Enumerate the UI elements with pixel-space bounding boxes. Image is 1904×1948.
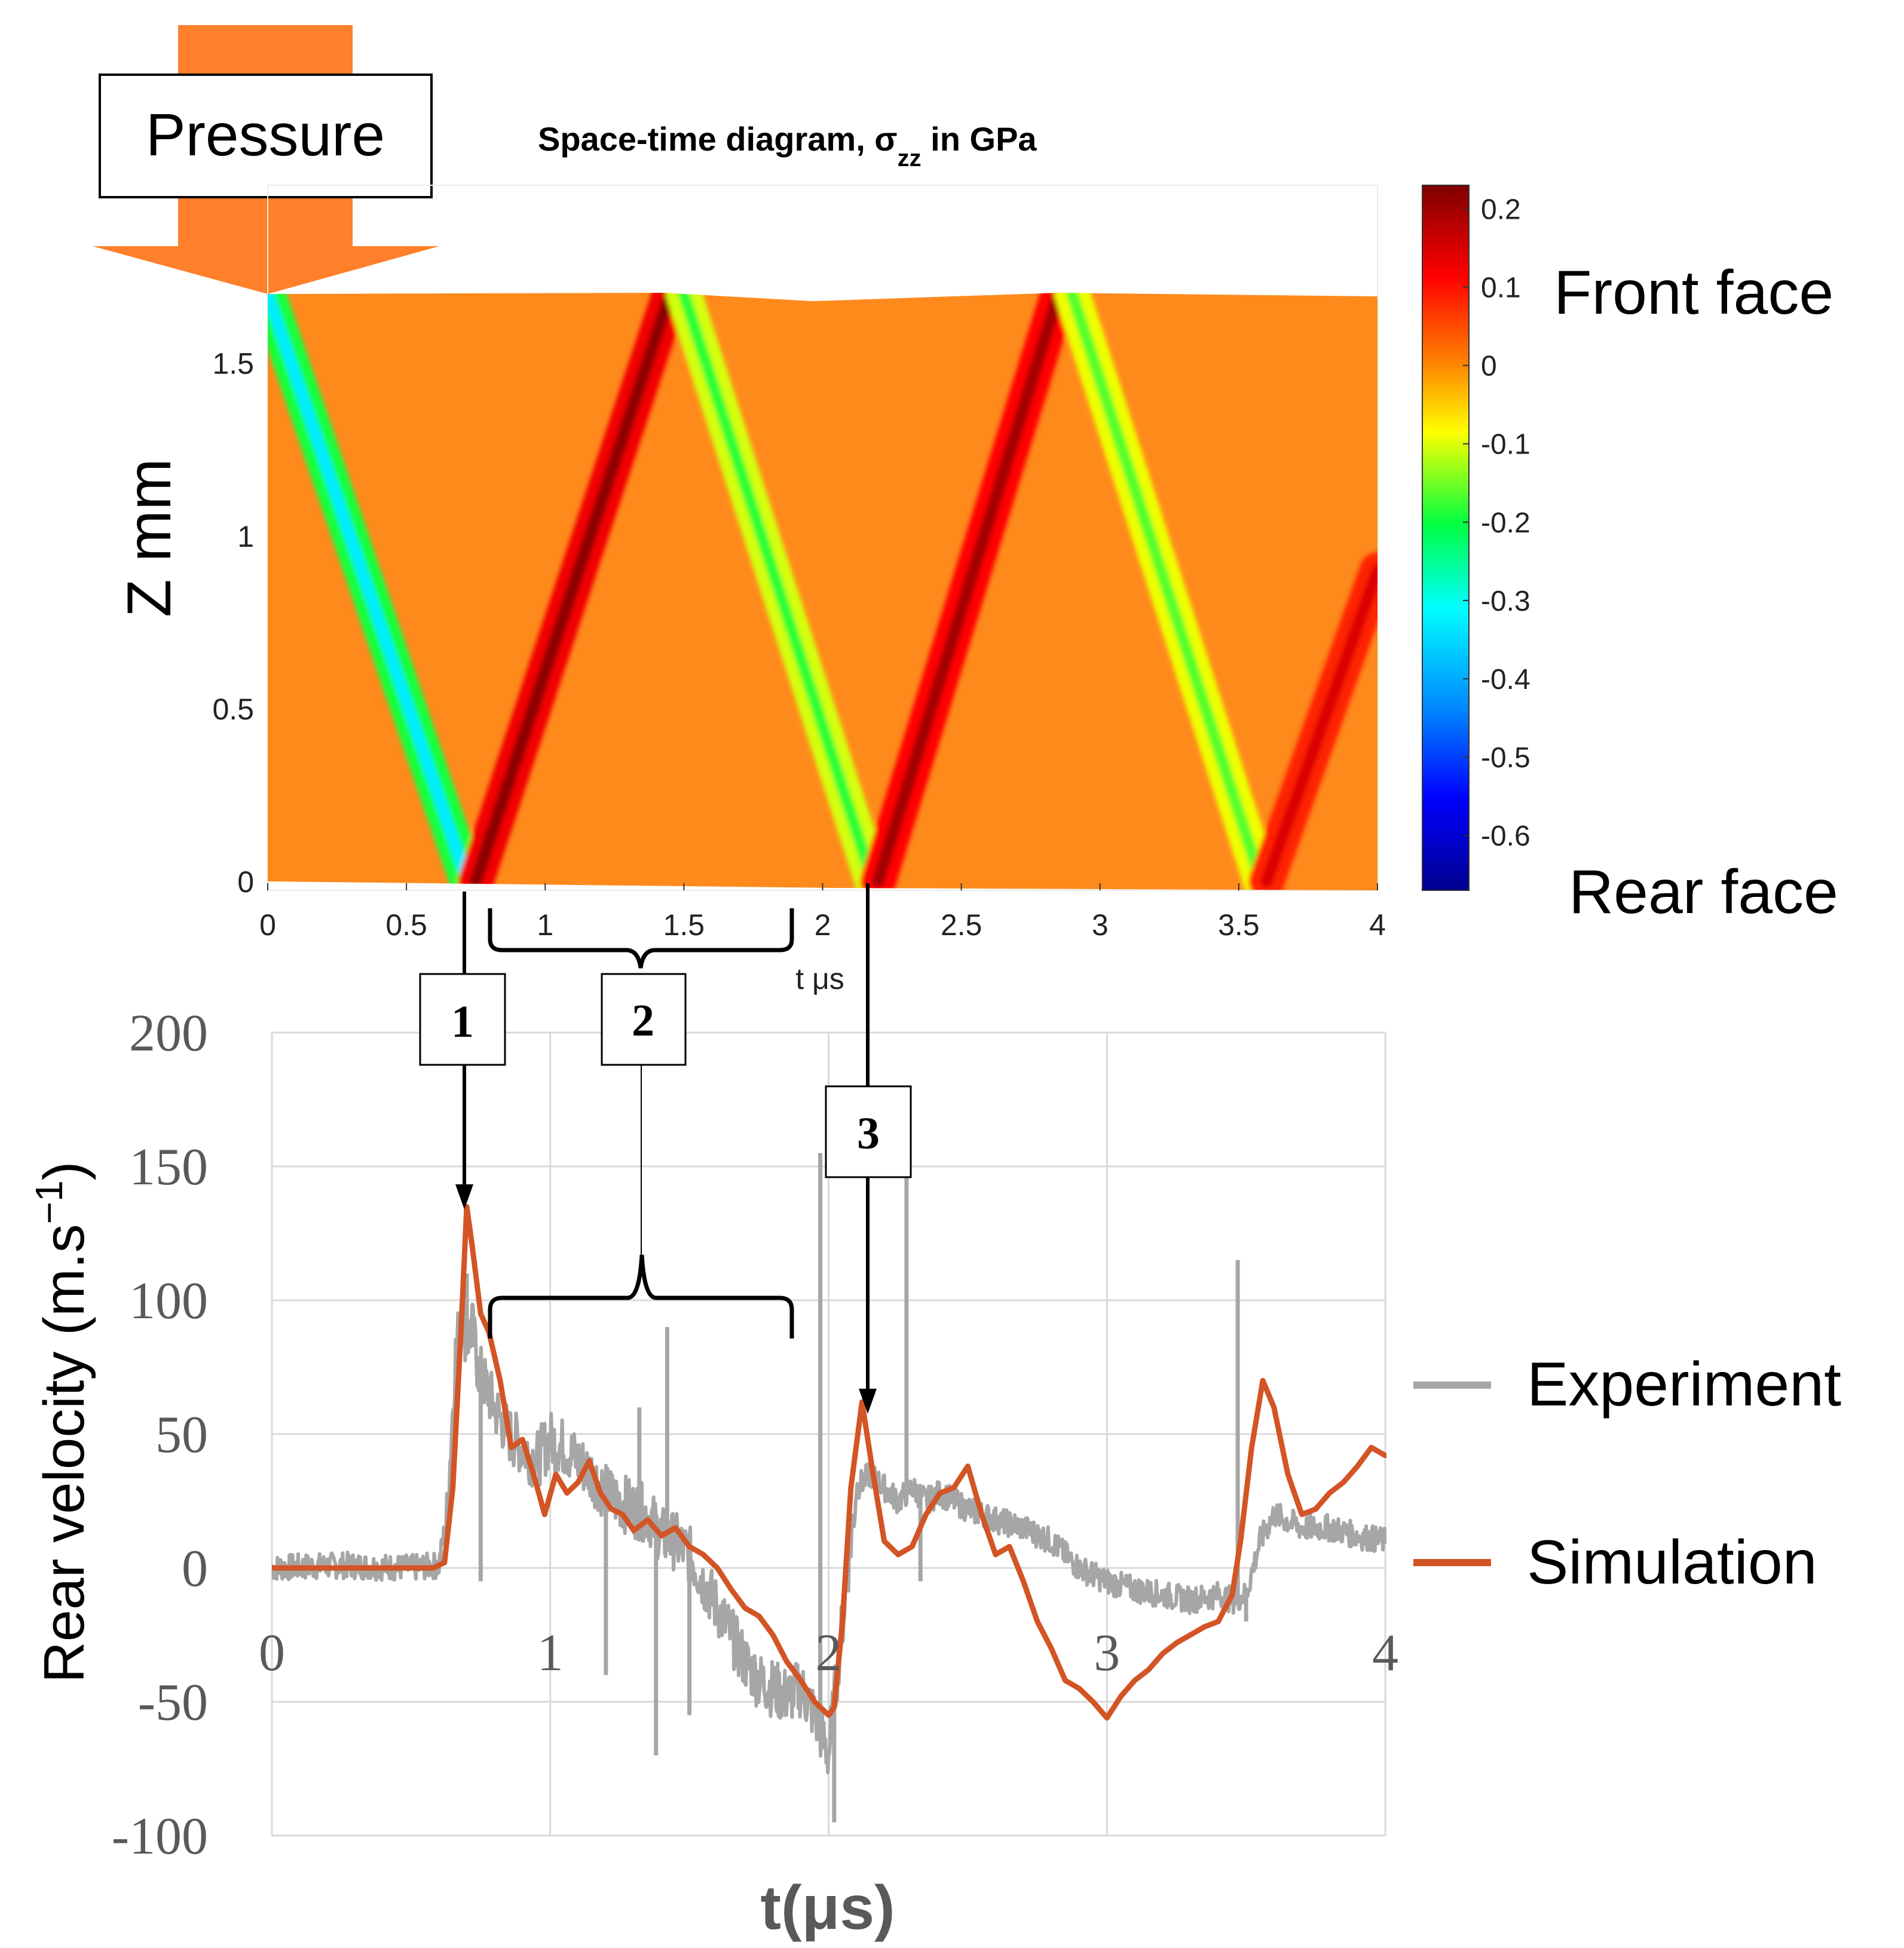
wave-front-2 bbox=[470, 293, 676, 887]
heatmap-x-tick-label: 3.5 bbox=[1218, 908, 1260, 942]
legend-label-simulation: Simulation bbox=[1527, 1528, 1817, 1597]
pressure-arrow-head bbox=[93, 246, 439, 294]
brace-top bbox=[488, 908, 794, 969]
colorbar-tick-label: -0.3 bbox=[1481, 586, 1530, 617]
experiment-line bbox=[272, 1302, 1386, 1775]
marker-3-arrowhead bbox=[859, 1389, 877, 1414]
colorbar-ticks: 0.2 0.1 0 -0.1 -0.2 -0.3 -0.4 -0.5 -0.6 bbox=[1463, 194, 1530, 852]
velocity-y-tick-label: 50 bbox=[155, 1406, 208, 1464]
marker-3-box bbox=[825, 1085, 912, 1178]
colorbar-tick-label: 0.1 bbox=[1481, 272, 1521, 304]
velocity-y-tick-label: 0 bbox=[182, 1540, 208, 1598]
heatmap-y-axis: 0 0.5 1 1.5 bbox=[212, 347, 254, 899]
velocity-x-axis: 0 1 2 3 4 bbox=[259, 1624, 1398, 1682]
velocity-y-axis: 200 150 100 50 0 -50 -100 bbox=[112, 1004, 208, 1866]
heatmap-title: Space-time diagram, σzz in GPa bbox=[538, 120, 1037, 171]
wave-front-4 bbox=[872, 293, 1065, 887]
heatmap-field bbox=[268, 293, 1378, 890]
colorbar-tick-label: 0 bbox=[1481, 351, 1497, 382]
colorbar-tick-label: 0.2 bbox=[1481, 194, 1521, 225]
velocity-x-tick-label: 4 bbox=[1372, 1624, 1398, 1682]
heatmap-y-tick-label: 0.5 bbox=[212, 693, 254, 726]
heatmap-y-tick-label: 1.5 bbox=[212, 347, 254, 381]
colorbar-tick-label: -0.5 bbox=[1481, 742, 1530, 774]
heatmap-x-tick-label: 1.5 bbox=[663, 908, 705, 942]
heatmap-x-tick-label: 0.5 bbox=[385, 908, 427, 942]
velocity-x-tick-label: 1 bbox=[537, 1624, 564, 1682]
heatmap-x-tick-label: 2.5 bbox=[941, 908, 982, 942]
marker-1-arrowhead bbox=[455, 1184, 473, 1209]
wave-front-6 bbox=[1260, 564, 1378, 887]
colorbar-tick-label: -0.4 bbox=[1481, 664, 1530, 696]
velocity-series bbox=[272, 1086, 1386, 1823]
heatmap-y-tick-label: 1 bbox=[237, 520, 254, 553]
colorbar-tick-label: -0.2 bbox=[1481, 507, 1530, 539]
simulation-line bbox=[272, 1203, 1386, 1721]
marker-1-box bbox=[419, 973, 506, 1066]
velocity-x-tick-label: 0 bbox=[259, 1624, 285, 1682]
colorbar-tick-label: -0.6 bbox=[1481, 820, 1530, 852]
marker-2-label: 2 bbox=[632, 996, 654, 1046]
marker-1-label: 1 bbox=[451, 997, 474, 1047]
velocity-y-tick-label: -50 bbox=[138, 1674, 208, 1732]
heatmap-x-tick-label: 4 bbox=[1369, 908, 1386, 942]
marker-3-label: 3 bbox=[857, 1108, 880, 1159]
heatmap-x-label: t μs bbox=[795, 962, 844, 996]
velocity-x-label: t(μs) bbox=[760, 1873, 895, 1943]
velocity-x-tick-label: 2 bbox=[816, 1624, 842, 1682]
heatmap-y-tick-label: 0 bbox=[237, 865, 254, 899]
front-face-label: Front face bbox=[1554, 258, 1833, 327]
heatmap-x-tick-label: 2 bbox=[815, 908, 831, 942]
rear-face-label: Rear face bbox=[1569, 857, 1838, 927]
wave-front-1 bbox=[268, 293, 474, 887]
velocity-y-label: Rear velocity (m.s−1) bbox=[27, 1161, 96, 1683]
brace-bottom bbox=[488, 1254, 794, 1339]
velocity-y-tick-label: 100 bbox=[129, 1272, 208, 1330]
velocity-y-tick-label: -100 bbox=[112, 1808, 208, 1866]
heatmap-x-tick-label: 0 bbox=[259, 908, 276, 942]
velocity-y-tick-label: 150 bbox=[129, 1138, 208, 1196]
annotations: 1 2 3 bbox=[419, 883, 912, 1414]
heatmap-x-tick-label: 3 bbox=[1092, 908, 1109, 942]
velocity-y-tick-label: 200 bbox=[129, 1004, 208, 1062]
colorbar bbox=[1422, 185, 1470, 891]
pressure-label: Pressure bbox=[146, 102, 385, 169]
colorbar-tick-label: -0.1 bbox=[1481, 429, 1530, 461]
pressure-label-box: Pressure bbox=[99, 73, 433, 198]
heatmap-y-label: Z mm bbox=[115, 458, 184, 617]
marker-2-box bbox=[601, 973, 687, 1066]
legend-label-experiment: Experiment bbox=[1527, 1350, 1841, 1419]
heatmap-x-axis: 0 0.5 1 1.5 2 2.5 3 3.5 4 bbox=[259, 883, 1386, 942]
legend: Experiment Simulation bbox=[1413, 1350, 1841, 1597]
wave-front-5 bbox=[1066, 293, 1268, 887]
velocity-x-tick-label: 3 bbox=[1094, 1624, 1120, 1682]
heatmap-x-tick-label: 1 bbox=[537, 908, 553, 942]
wave-front-3 bbox=[678, 293, 879, 887]
